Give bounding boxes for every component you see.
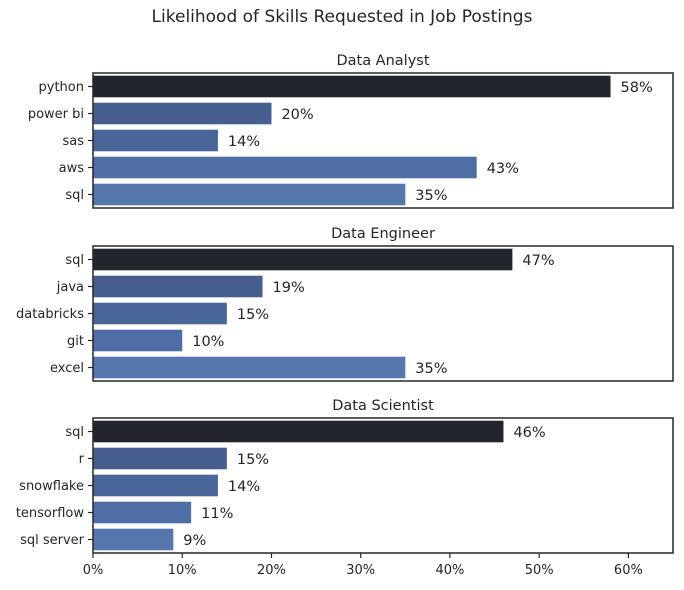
bar-1-1 <box>93 275 263 298</box>
bar-1-4 <box>93 356 406 379</box>
axes-frame-0 <box>92 72 674 209</box>
bar-1-2 <box>93 302 227 325</box>
bar-value-label-1-4: 35% <box>415 361 447 377</box>
x-tick-label-0: 0% <box>83 563 104 578</box>
bar-2-3 <box>93 501 192 524</box>
bar-0-2 <box>93 129 218 152</box>
bar-value-label-2-0: 46% <box>513 425 545 441</box>
bar-2-0 <box>93 420 504 443</box>
axes-frame-2 <box>92 417 674 554</box>
x-tick-label-2: 20% <box>257 563 286 578</box>
bar-value-label-2-1: 15% <box>237 452 269 468</box>
bar-value-label-2-3: 11% <box>201 506 233 522</box>
y-tick-label-0-0: python <box>39 80 84 95</box>
bar-2-1 <box>93 447 227 470</box>
bar-0-1 <box>93 102 272 125</box>
bar-2-4 <box>93 528 174 551</box>
bar-1-3 <box>93 329 183 352</box>
axes-frame-1 <box>92 245 674 382</box>
bar-value-label-0-1: 20% <box>281 107 313 123</box>
bar-value-label-2-2: 14% <box>228 479 260 495</box>
subplot-title-1: Data Engineer <box>331 226 435 242</box>
y-tick-label-1-4: excel <box>50 361 84 376</box>
subplot-title-2: Data Scientist <box>332 398 434 414</box>
x-tick-label-3: 30% <box>346 563 375 578</box>
y-tick-label-2-4: sql server <box>20 533 85 548</box>
bar-0-3 <box>93 156 477 179</box>
y-tick-label-1-3: git <box>67 334 84 349</box>
bar-value-label-0-0: 58% <box>621 80 653 96</box>
bar-value-label-0-2: 14% <box>228 134 260 150</box>
y-tick-label-0-4: sql <box>65 188 84 203</box>
y-tick-label-1-2: databricks <box>16 307 84 322</box>
bar-2-2 <box>93 474 218 497</box>
bar-value-label-0-3: 43% <box>487 161 519 177</box>
y-tick-label-1-0: sql <box>65 253 84 268</box>
y-tick-label-0-3: aws <box>59 161 85 176</box>
y-tick-label-2-2: snowflake <box>19 479 84 494</box>
chart-title: Likelihood of Skills Requested in Job Po… <box>151 7 533 27</box>
subplot-title-0: Data Analyst <box>336 53 429 69</box>
y-tick-label-0-2: sas <box>62 134 84 149</box>
bar-value-label-2-4: 9% <box>183 533 206 549</box>
bar-0-4 <box>93 183 406 206</box>
y-tick-label-1-1: java <box>56 280 84 295</box>
bar-value-label-1-1: 19% <box>273 280 305 296</box>
y-tick-label-2-0: sql <box>65 425 84 440</box>
x-tick-label-6: 60% <box>614 563 643 578</box>
bar-1-0 <box>93 248 513 271</box>
bar-0-0 <box>93 75 611 98</box>
y-tick-label-0-1: power bi <box>28 107 84 122</box>
x-tick-label-4: 40% <box>435 563 464 578</box>
bar-value-label-1-0: 47% <box>522 253 554 269</box>
bar-value-label-0-4: 35% <box>415 188 447 204</box>
x-tick-label-5: 50% <box>525 563 554 578</box>
x-tick-label-1: 10% <box>168 563 197 578</box>
y-tick-label-2-1: r <box>79 452 85 467</box>
y-tick-label-2-3: tensorflow <box>16 506 85 521</box>
bar-value-label-1-3: 10% <box>192 334 224 350</box>
bar-value-label-1-2: 15% <box>237 307 269 323</box>
